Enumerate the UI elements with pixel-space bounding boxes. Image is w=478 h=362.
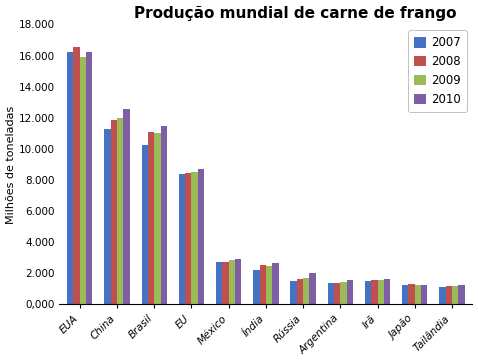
Bar — [266, 266, 272, 304]
Bar — [228, 260, 235, 304]
Legend: 2007, 2008, 2009, 2010: 2007, 2008, 2009, 2010 — [409, 30, 467, 112]
Bar — [260, 265, 266, 304]
Bar — [408, 285, 415, 304]
Bar — [198, 169, 204, 304]
Bar — [439, 287, 445, 304]
Bar — [402, 285, 408, 304]
Bar — [117, 118, 123, 304]
Bar — [74, 47, 80, 304]
Bar — [384, 279, 390, 304]
Bar — [371, 280, 378, 304]
Bar — [297, 279, 303, 304]
Bar — [421, 285, 427, 304]
Bar — [148, 132, 154, 304]
Bar — [309, 273, 316, 304]
Bar — [192, 172, 198, 304]
Bar — [365, 281, 371, 304]
Bar — [104, 129, 111, 304]
Bar — [216, 262, 222, 304]
Text: Produção mundial de carne de frango: Produção mundial de carne de frango — [134, 5, 456, 21]
Bar — [222, 261, 228, 304]
Bar — [235, 259, 241, 304]
Bar — [445, 286, 452, 304]
Bar — [303, 278, 309, 304]
Bar — [458, 285, 465, 304]
Bar — [111, 120, 117, 304]
Bar — [378, 280, 384, 304]
Bar — [415, 285, 421, 304]
Bar — [253, 270, 260, 304]
Bar — [291, 281, 297, 304]
Bar — [141, 145, 148, 304]
Bar — [86, 52, 92, 304]
Bar — [347, 280, 353, 304]
Bar — [340, 282, 347, 304]
Bar — [161, 126, 167, 304]
Bar — [67, 52, 74, 304]
Bar — [80, 57, 86, 304]
Y-axis label: Milhões de toneladas: Milhões de toneladas — [6, 105, 16, 223]
Bar — [185, 173, 192, 304]
Bar — [334, 282, 340, 304]
Bar — [272, 263, 279, 304]
Bar — [452, 286, 458, 304]
Bar — [154, 133, 161, 304]
Bar — [179, 174, 185, 304]
Bar — [123, 109, 130, 304]
Bar — [327, 283, 334, 304]
